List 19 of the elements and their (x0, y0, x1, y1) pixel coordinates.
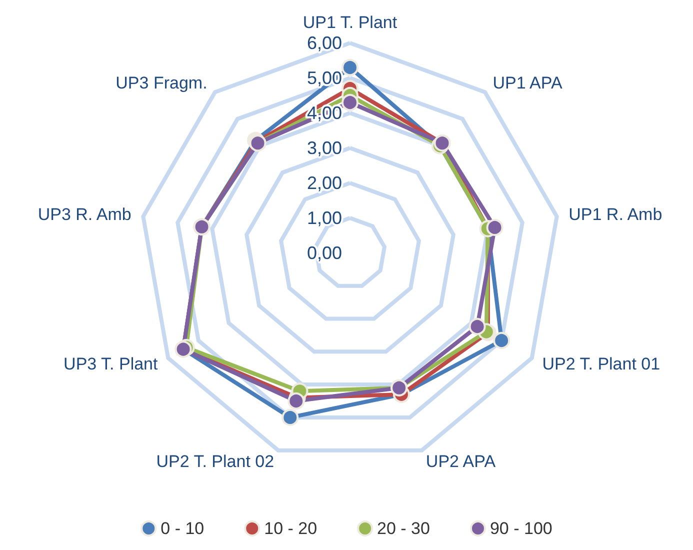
spoke-label: UP2 T. Plant 02 (156, 452, 274, 472)
y-tick-label: 1,00 (306, 208, 342, 228)
spoke-label: UP2 T. Plant 01 (542, 354, 660, 374)
spoke-label: UP3 Fragm. (116, 73, 208, 92)
legend-label: 0 - 10 (160, 519, 204, 538)
spoke-label: UP3 R. Amb (38, 204, 132, 224)
legend-label: 10 - 20 (264, 519, 318, 538)
spoke-label: UP1 R. Amb (568, 204, 662, 224)
y-tick-label: 4,00 (306, 103, 342, 123)
spoke-label: UP1 APA (492, 73, 563, 92)
legend-label: 20 - 30 (377, 519, 430, 538)
spoke-label: UP3 T. Plant (64, 354, 158, 374)
y-tick-label: 3,00 (306, 138, 342, 158)
legend-label: 90 - 100 (490, 519, 552, 538)
y-tick-label: 0,00 (306, 243, 342, 263)
y-tick-label: 2,00 (306, 173, 342, 193)
y-tick-label: 6,00 (306, 33, 342, 53)
spoke-label: UP1 T. Plant (302, 13, 398, 32)
spoke-label: UP2 APA (426, 452, 496, 472)
